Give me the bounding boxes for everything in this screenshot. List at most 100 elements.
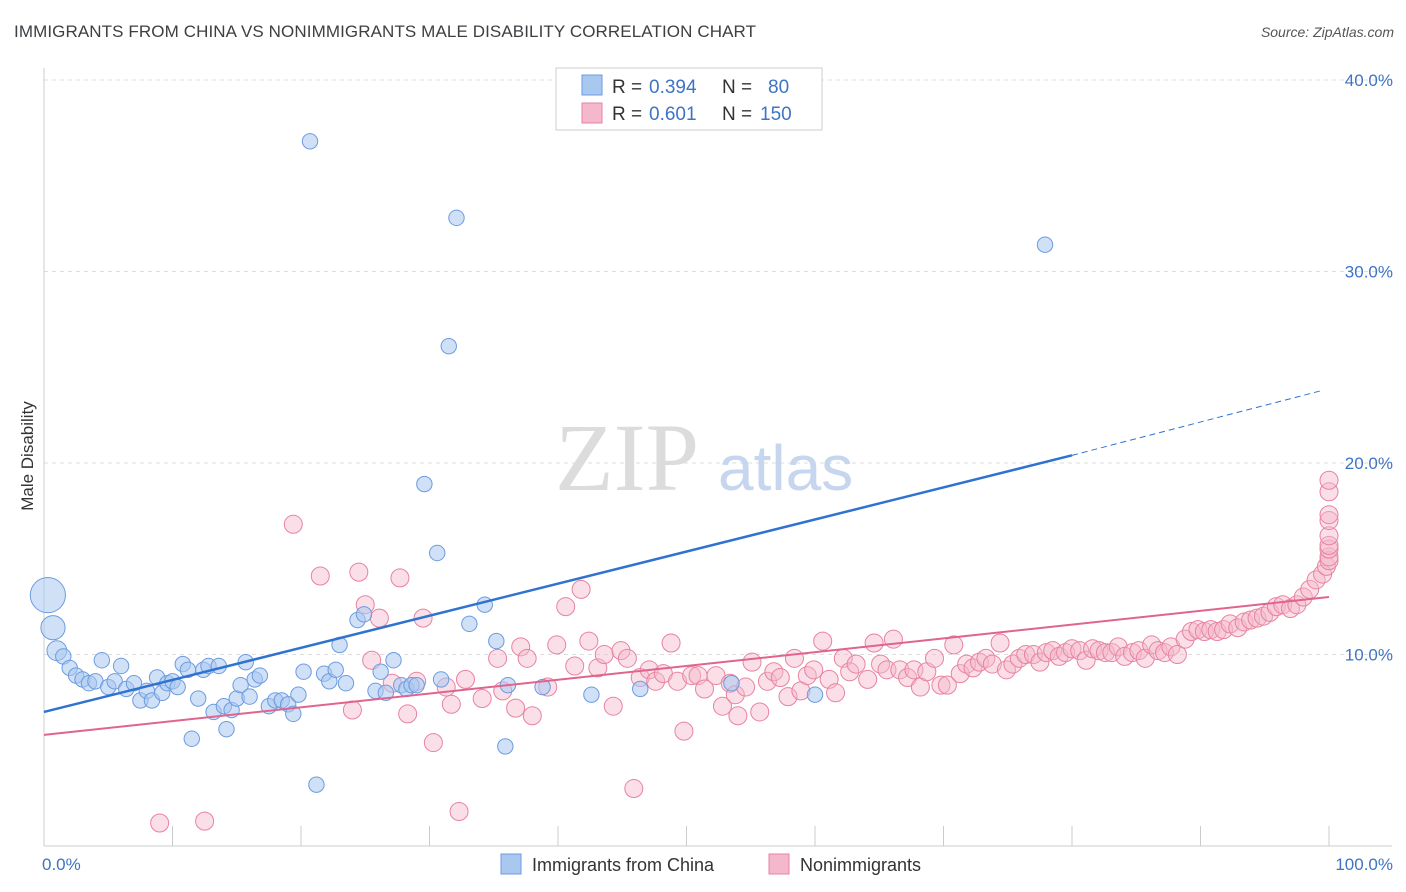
nonimmigrant-point-83 bbox=[944, 635, 964, 655]
china-point-39 bbox=[251, 667, 269, 684]
watermark-zip: ZIP bbox=[555, 404, 699, 511]
nonimmigrant-point-97 bbox=[1036, 643, 1056, 663]
nonimmigrant-point-27 bbox=[547, 635, 567, 655]
nonimmigrant-point-58 bbox=[770, 667, 790, 687]
china-point-71 bbox=[488, 632, 505, 650]
nonimmigrant-point-1 bbox=[195, 811, 215, 831]
nonimmigrant-point-60 bbox=[784, 648, 804, 668]
nonimmigrant-point-136 bbox=[1293, 587, 1313, 607]
nonimmigrant-point-71 bbox=[864, 633, 884, 653]
nonimmigrant-point-17 bbox=[449, 802, 469, 822]
china-point-63 bbox=[408, 676, 425, 694]
trend-lines bbox=[43, 389, 1330, 736]
china-point-12 bbox=[112, 657, 130, 675]
nonimmigrant-point-108 bbox=[1108, 637, 1128, 657]
correlation-legend: R = 0.394 N = 80 R = 0.601 N = 150 bbox=[555, 67, 823, 131]
watermark-atlas: atlas bbox=[718, 432, 853, 504]
china-point-66 bbox=[432, 671, 450, 688]
nonimmigrant-point-33 bbox=[594, 645, 614, 664]
nonimmigrant-point-101 bbox=[1062, 639, 1082, 659]
legend-r-label-1: R = bbox=[612, 77, 642, 98]
china-point-69 bbox=[461, 615, 478, 633]
nonimmigrant-point-74 bbox=[883, 629, 903, 649]
nonimmigrant-point-19 bbox=[472, 689, 492, 709]
legend-n-label-1: N = bbox=[722, 77, 752, 98]
china-point-47 bbox=[301, 133, 319, 150]
china-point-9 bbox=[93, 652, 111, 669]
legend-swatch-pink bbox=[581, 102, 603, 124]
nonimmigrant-point-34 bbox=[603, 696, 623, 716]
legend-swatch-blue bbox=[581, 74, 603, 96]
nonimmigrant-point-75 bbox=[890, 660, 910, 680]
china-point-78 bbox=[806, 686, 824, 703]
nonimmigrant-point-49 bbox=[712, 696, 732, 716]
china-point-11 bbox=[106, 673, 123, 690]
y-tick-label-0: 10.0% bbox=[1345, 646, 1393, 665]
nonimmigrant-point-149 bbox=[1319, 470, 1339, 490]
nonimmigrant-point-68 bbox=[840, 662, 860, 682]
china-point-73 bbox=[497, 738, 514, 755]
nonimmigrant-point-144 bbox=[1319, 535, 1339, 555]
nonimmigrant-point-0 bbox=[150, 813, 170, 833]
china-point-79 bbox=[1036, 236, 1054, 253]
nonimmigrant-point-104 bbox=[1083, 639, 1103, 659]
nonimmigrant-point-18 bbox=[455, 669, 475, 689]
china-point-35 bbox=[232, 676, 249, 694]
bottom-legend-label-nonimmigrants: Nonimmigrants bbox=[800, 855, 921, 875]
gridlines bbox=[44, 79, 1392, 655]
nonimmigrant-point-146 bbox=[1319, 510, 1339, 530]
china-point-14 bbox=[125, 675, 143, 692]
bottom-legend-label-china: Immigrants from China bbox=[532, 855, 715, 875]
china-point-1 bbox=[40, 615, 66, 641]
nonimmigrant-point-10 bbox=[390, 568, 410, 588]
bottom-legend-swatch-blue bbox=[500, 853, 522, 875]
nonimmigrant-point-35 bbox=[611, 641, 631, 661]
nonimmigrant-point-64 bbox=[813, 631, 833, 651]
nonimmigrant-point-142 bbox=[1319, 547, 1339, 567]
nonimmigrant-point-30 bbox=[571, 579, 591, 599]
china-point-55 bbox=[355, 606, 373, 623]
chart-title: IMMIGRANTS FROM CHINA VS NONIMMIGRANTS M… bbox=[14, 22, 757, 41]
nonimmigrant-point-81 bbox=[931, 675, 951, 695]
nonimmigrant-point-103 bbox=[1076, 650, 1096, 670]
nonimmigrant-point-117 bbox=[1167, 645, 1187, 664]
nonimmigrant-point-55 bbox=[750, 702, 770, 722]
nonimmigrant-point-84 bbox=[950, 664, 970, 684]
china-point-25 bbox=[183, 730, 200, 747]
nonimmigrant-point-145 bbox=[1319, 526, 1339, 546]
nonimmigrant-point-7 bbox=[362, 650, 382, 670]
source-label: Source: ZipAtlas.com bbox=[1260, 24, 1394, 40]
nonimmigrant-point-45 bbox=[682, 666, 702, 686]
legend-n-value-1: 80 bbox=[768, 77, 789, 98]
china-point-75 bbox=[583, 686, 600, 703]
nonimmigrant-point-14 bbox=[423, 733, 443, 753]
nonimmigrant-point-24 bbox=[517, 648, 537, 668]
nonimmigrant-point-37 bbox=[624, 779, 644, 799]
nonimmigrant-point-20 bbox=[488, 648, 508, 668]
x-tick-label-0: 0.0% bbox=[42, 855, 81, 874]
legend-r-label-2: R = bbox=[612, 104, 642, 125]
nonimmigrant-point-148 bbox=[1319, 482, 1339, 502]
nonimmigrant-point-82 bbox=[937, 675, 957, 695]
china-point-57 bbox=[372, 663, 389, 680]
legend-r-value-2: 0.601 bbox=[649, 104, 697, 125]
nonimmigrant-point-54 bbox=[742, 652, 762, 672]
x-tick-label-1: 100.0% bbox=[1335, 855, 1393, 874]
china-point-65 bbox=[429, 544, 446, 562]
nonimmigrant-point-28 bbox=[556, 597, 576, 617]
series-legend: Immigrants from China Nonimmigrants bbox=[500, 853, 921, 875]
nonimmigrant-point-53 bbox=[736, 677, 756, 697]
china-point-45 bbox=[290, 686, 307, 703]
nonimmigrant-point-89 bbox=[982, 654, 1002, 674]
nonimmigrants-points bbox=[150, 470, 1339, 833]
nonimmigrant-point-31 bbox=[579, 631, 599, 651]
y-tick-label-2: 30.0% bbox=[1345, 263, 1393, 282]
y-tick-label-3: 40.0% bbox=[1345, 71, 1393, 90]
china-point-46 bbox=[295, 663, 312, 680]
china-trend-line bbox=[43, 454, 1073, 714]
china-point-37 bbox=[241, 688, 258, 705]
nonimmigrant-point-5 bbox=[349, 562, 369, 582]
nonimmigrant-point-70 bbox=[858, 669, 878, 689]
nonimmigrant-point-11 bbox=[398, 704, 418, 724]
